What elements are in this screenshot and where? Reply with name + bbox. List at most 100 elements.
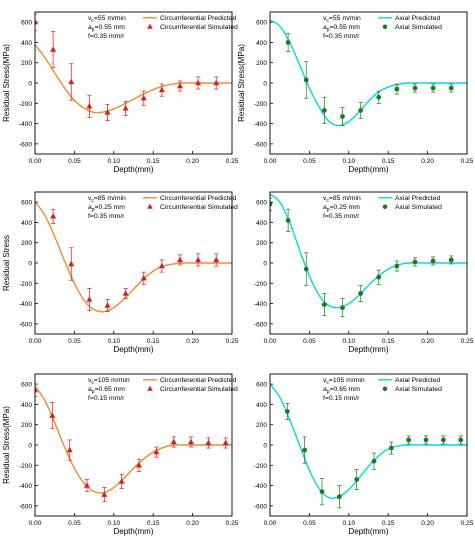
y-tick-label: 400 (21, 402, 32, 409)
y-tick-label: -400 (254, 301, 267, 308)
x-tick-label: 0.15 (382, 158, 395, 165)
y-tick-label: 0 (263, 261, 267, 268)
data-point (101, 491, 108, 497)
parameter-annotation: ap=0.65 mm (323, 386, 360, 395)
parameter-annotation: f=0.35 mm/r (323, 213, 360, 220)
data-point (448, 257, 454, 263)
x-tick-label: 0.20 (421, 158, 434, 165)
legend-swatch-marker (382, 24, 388, 30)
legend-swatch-marker (382, 386, 388, 392)
series-line-1 (35, 44, 232, 114)
y-tick-label: 200 (256, 422, 267, 429)
data-point (66, 446, 73, 453)
x-tick-label: 0.25 (461, 158, 474, 165)
data-point (321, 107, 327, 113)
x-axis-label: Depth(mm) (348, 527, 388, 536)
parameter-annotation: vc=85 m/min (323, 195, 361, 204)
y-tick-label: 200 (256, 240, 267, 247)
y-tick-label: -600 (19, 503, 32, 510)
data-point (140, 94, 147, 101)
chart-panel-5: -600 -400 -200 0 200 400 600 0.00 0.05 0.10 0.15 0.… (2, 373, 239, 536)
y-tick-label: 0 (28, 443, 32, 450)
data-point (371, 458, 377, 464)
legend-label: Circumferential Simulated (160, 386, 238, 393)
x-tick-label: 0.00 (29, 520, 42, 527)
y-tick-label: -200 (254, 281, 267, 288)
data-point (319, 489, 325, 495)
y-tick-label: 0 (28, 261, 32, 268)
data-point (440, 437, 446, 443)
x-tick-label: 0.20 (421, 520, 434, 527)
y-tick-label: 600 (21, 20, 32, 27)
x-axis-label: Depth(mm) (348, 165, 388, 174)
y-tick-label: -200 (254, 101, 267, 108)
series-line-1 (35, 201, 232, 313)
y-tick-label: 600 (21, 200, 32, 207)
data-point (176, 82, 183, 89)
data-point (222, 439, 229, 446)
parameter-annotation: ap=0.55 mm (88, 24, 125, 33)
chart-panel-6: -600 -400 -200 0 200 400 600 0.00 0.05 0.10 0.15 0.… (254, 373, 474, 536)
x-tick-label: 0.05 (303, 520, 316, 527)
data-point (394, 263, 400, 269)
data-point (195, 79, 202, 86)
legend-swatch-marker (147, 23, 153, 29)
plot-area (35, 13, 232, 121)
parameter-annotation: vc=105 m/min (323, 377, 365, 386)
parameter-annotation: ap=0.55 mm (323, 24, 360, 33)
chart-panel-2: -600 -400 -200 0 200 400 600 0.00 0.05 0.10 0.15 0.… (237, 11, 474, 174)
y-tick-label: -400 (19, 483, 32, 490)
data-point (376, 274, 382, 280)
data-point (158, 262, 165, 269)
y-tick-label: -200 (19, 101, 32, 108)
x-tick-label: 0.25 (461, 338, 474, 345)
y-tick-label: 200 (256, 60, 267, 67)
x-tick-label: 0.05 (68, 520, 81, 527)
data-point (448, 85, 454, 91)
x-tick-label: 0.15 (147, 520, 160, 527)
plot-frame (34, 191, 233, 335)
data-point (35, 18, 38, 25)
data-point (303, 77, 309, 83)
legend-label: Circumferential Predicted (160, 377, 237, 384)
y-tick-label: 400 (21, 220, 32, 227)
data-point (68, 260, 75, 267)
x-tick-label: 0.20 (186, 520, 199, 527)
x-axis-label: Depth(mm) (113, 345, 153, 354)
data-point (84, 482, 91, 488)
x-tick-label: 0.10 (342, 520, 355, 527)
x-tick-label: 0.25 (226, 520, 239, 527)
data-point (412, 85, 418, 91)
parameter-annotation: ap=0.25 mm (323, 204, 360, 213)
data-point (336, 494, 342, 500)
data-point (86, 296, 93, 302)
y-tick-label: -600 (19, 141, 32, 148)
parameter-annotation: f=0.35 mm/r (323, 33, 360, 40)
y-tick-label: 200 (21, 240, 32, 247)
y-tick-label: 200 (21, 60, 32, 67)
data-point (49, 412, 56, 418)
legend-label: Circumferential Predicted (160, 15, 237, 22)
data-point (136, 461, 143, 468)
data-point (376, 94, 382, 100)
data-point (140, 274, 147, 281)
parameter-annotation: f=0.35 mm/r (88, 213, 125, 220)
plot-area (35, 383, 232, 503)
x-tick-label: 0.10 (342, 158, 355, 165)
x-tick-label: 0.00 (264, 338, 277, 345)
data-point (388, 445, 394, 451)
chart-panel-3: -600 -400 -200 0 200 400 600 0.00 0.05 0.10 0.15 0.… (2, 191, 239, 354)
y-tick-label: 400 (21, 40, 32, 47)
series-line-1 (270, 193, 467, 309)
parameter-annotation: ap=0.65 mm (88, 386, 125, 395)
series-line-1 (35, 385, 232, 494)
data-point (50, 213, 57, 219)
y-tick-label: -400 (19, 301, 32, 308)
y-tick-label: 600 (21, 382, 32, 389)
x-tick-label: 0.20 (186, 158, 199, 165)
legend-swatch-marker (147, 385, 153, 391)
data-point (213, 79, 220, 86)
plot-area (270, 383, 467, 509)
x-tick-label: 0.00 (29, 158, 42, 165)
